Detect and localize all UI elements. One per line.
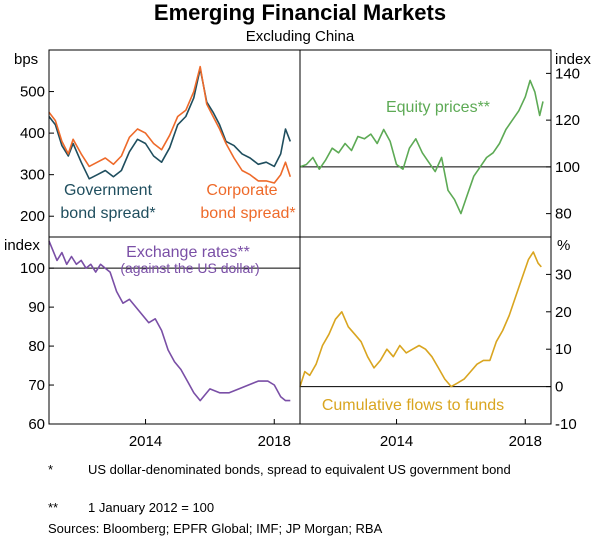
series-label: Government (64, 182, 153, 199)
y-tick-label: 0 (555, 379, 563, 396)
x-tick-label: 2018 (258, 433, 291, 450)
series-line-exchange-rates (48, 240, 291, 402)
x-tick-label: 2018 (509, 433, 542, 450)
y-tick-label: 500 (20, 84, 45, 101)
y-axis-unit-label: bps (14, 51, 38, 68)
series-label: bond spread* (200, 205, 295, 222)
y-axis-unit-label: index (555, 51, 591, 68)
y-tick-label: 20 (555, 304, 572, 321)
note-text-1: US dollar-denominated bonds, spread to e… (88, 462, 511, 477)
y-tick-label: 120 (555, 112, 580, 129)
y-axis-unit-label: % (557, 237, 570, 254)
y-tick-label: 300 (20, 167, 45, 184)
y-tick-label: 90 (28, 299, 45, 316)
series-line-cumulative-flows-to-funds (299, 251, 542, 388)
x-tick-label: 2014 (129, 433, 162, 450)
note-text-2: 1 January 2012 = 100 (88, 500, 215, 515)
note-mark-2: ** (48, 500, 59, 515)
y-tick-label: 400 (20, 125, 45, 142)
series-label: bond spread* (60, 205, 155, 222)
series-line-government-bond-spread (48, 67, 292, 180)
y-axis-unit-label: index (4, 237, 40, 254)
y-tick-label: 100 (555, 159, 580, 176)
y-tick-label: 200 (20, 208, 45, 225)
y-tick-label: 70 (28, 377, 45, 394)
x-tick-label: 2014 (380, 433, 413, 450)
series-label: (against the US dollar) (120, 260, 259, 276)
series-line-corporate-bond-spread (48, 65, 292, 184)
series-line-equity-prices (299, 79, 544, 215)
series-label: Exchange rates** (126, 244, 250, 261)
y-tick-label: 60 (28, 416, 45, 433)
chart-title: Emerging Financial Markets (153, 0, 447, 25)
series-label: Cumulative flows to funds (322, 397, 504, 414)
y-tick-label: 140 (555, 65, 580, 82)
note-mark-1: * (48, 462, 54, 477)
y-tick-label: -10 (555, 416, 577, 433)
y-tick-label: 30 (555, 266, 572, 283)
chart-subtitle: Excluding China (245, 28, 355, 45)
y-tick-label: 100 (20, 260, 45, 277)
y-tick-label: 80 (28, 338, 45, 355)
y-tick-label: 10 (555, 341, 572, 358)
series-label: Equity prices** (386, 99, 490, 116)
y-tick-label: 80 (555, 206, 572, 223)
series-label: Corporate (206, 182, 277, 199)
sources-note: Sources: Bloomberg; EPFR Global; IMF; JP… (48, 521, 383, 536)
